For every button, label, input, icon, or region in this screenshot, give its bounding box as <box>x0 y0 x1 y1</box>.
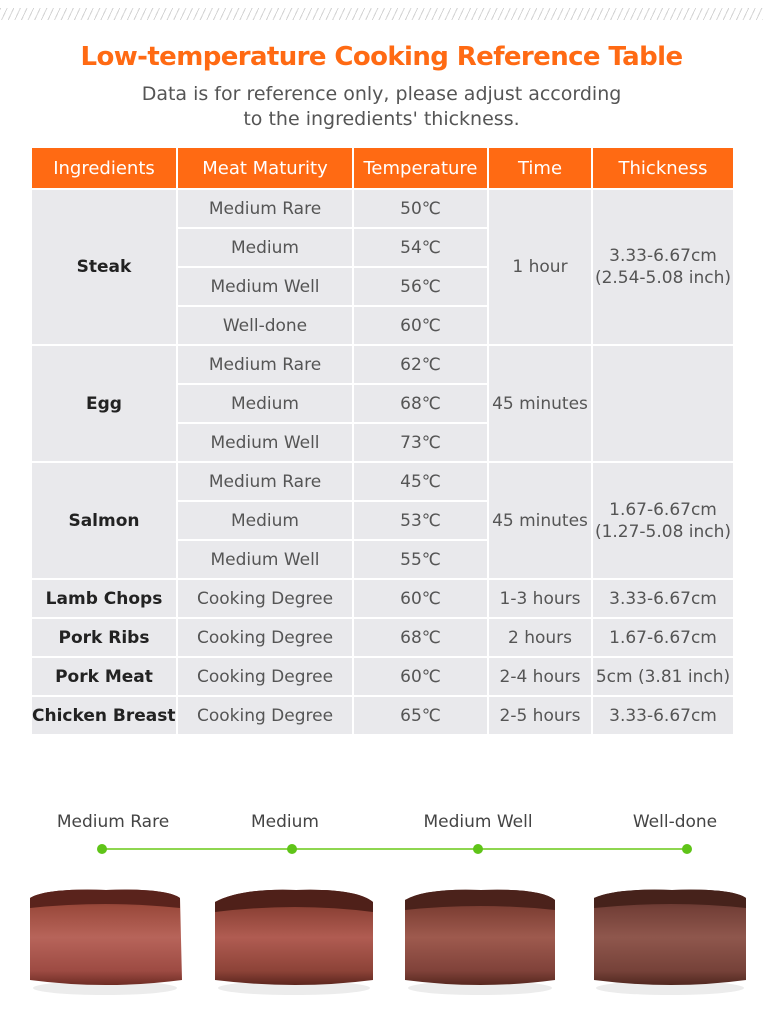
ingredient-pork-meat: Pork Meat <box>30 656 178 697</box>
table-row: Medium Well 55℃ <box>31 539 734 580</box>
time-cell: 1 hour <box>487 188 593 346</box>
scale-label-medium: Medium <box>251 812 319 832</box>
thickness-cell-empty <box>591 344 735 463</box>
thickness-line: 3.33-6.67cm <box>609 246 717 266</box>
table-row: Medium Well 56℃ <box>31 266 734 307</box>
thickness-cell: 3.33-6.67cm <box>591 578 735 619</box>
ingredient-salmon: Salmon <box>30 461 178 580</box>
column-header-time: Time <box>487 146 593 190</box>
scale-dot-medium-well <box>473 844 483 854</box>
maturity-cell: Medium <box>176 227 354 268</box>
scale-dot-well-done <box>682 844 692 854</box>
maturity-cell: Well-done <box>176 305 354 346</box>
page-subtitle: Data is for reference only, please adjus… <box>0 82 763 132</box>
temperature-cell: 60℃ <box>352 656 489 697</box>
scale-label-medium-rare: Medium Rare <box>56 812 170 832</box>
page-title: Low-temperature Cooking Reference Table <box>80 42 684 72</box>
temperature-cell: 68℃ <box>352 383 489 424</box>
scale-dot-medium-rare <box>97 844 107 854</box>
column-header-meat-maturity: Meat Maturity <box>176 146 354 190</box>
temperature-cell: 60℃ <box>352 578 489 619</box>
temperature-cell: 62℃ <box>352 344 489 385</box>
scale-label-medium-well: Medium Well <box>423 812 533 832</box>
maturity-cell: Medium <box>176 383 354 424</box>
maturity-cell: Medium <box>176 500 354 541</box>
table-row: Well-done 60℃ <box>31 305 734 346</box>
steak-medium-rare-image <box>30 889 182 995</box>
temperature-cell: 45℃ <box>352 461 489 502</box>
table-row: Pork Meat Cooking Degree 60℃ 2-4 hours 5… <box>30 656 735 697</box>
time-cell: 2-5 hours <box>487 695 593 736</box>
table-row: Medium 53℃ <box>31 500 734 541</box>
temperature-cell: 50℃ <box>352 188 489 229</box>
temperature-cell: 54℃ <box>352 227 489 268</box>
ingredient-egg: Egg <box>30 344 178 463</box>
thickness-cell: 1.67-6.67cm <box>591 617 735 658</box>
table-row: Salmon Medium Rare 45℃ 45 minutes 1.67-6… <box>30 461 735 580</box>
column-header-ingredients: Ingredients <box>30 146 178 190</box>
table-row: Medium 68℃ <box>31 383 734 424</box>
temperature-cell: 65℃ <box>352 695 489 736</box>
ingredient-pork-ribs: Pork Ribs <box>30 617 178 658</box>
maturity-cell: Medium Well <box>176 539 354 580</box>
maturity-cell: Medium Rare <box>176 188 354 229</box>
thickness-line: (1.27-5.08 inch) <box>594 521 732 542</box>
scale-label-well-done: Well-done <box>632 812 718 832</box>
maturity-cell: Medium Rare <box>176 344 354 385</box>
scale-dot-medium <box>287 844 297 854</box>
temperature-cell: 55℃ <box>352 539 489 580</box>
doneness-scale-line <box>97 844 692 854</box>
column-header-temperature: Temperature <box>352 146 489 190</box>
thickness-cell: 5cm (3.81 inch) <box>591 656 735 697</box>
temperature-cell: 53℃ <box>352 500 489 541</box>
thickness-cell: 1.67-6.67cm (1.27-5.08 inch) <box>591 461 735 580</box>
subtitle-line-2: to the ingredients' thickness. <box>243 108 520 130</box>
maturity-cell: Cooking Degree <box>176 656 354 697</box>
maturity-cell: Cooking Degree <box>176 578 354 619</box>
doneness-scale-labels: Medium Rare Medium Medium Well Well-done <box>0 812 763 838</box>
thickness-cell: 3.33-6.67cm <box>591 695 735 736</box>
maturity-cell: Medium Well <box>176 422 354 463</box>
thickness-line: (2.54-5.08 inch) <box>594 268 732 288</box>
time-cell: 45 minutes <box>487 461 593 580</box>
time-cell: 2-4 hours <box>487 656 593 697</box>
table-header-row: Ingredients Meat Maturity Temperature Ti… <box>30 146 735 190</box>
steak-doneness-images <box>0 880 763 1000</box>
steak-medium-well-image <box>405 889 555 995</box>
cooking-reference-table: Ingredients Meat Maturity Temperature Ti… <box>30 146 735 736</box>
time-cell: 2 hours <box>487 617 593 658</box>
thickness-cell: 3.33-6.67cm (2.54-5.08 inch) <box>591 188 735 346</box>
table-row: Chicken Breasts Cooking Degree 65℃ 2-5 h… <box>30 695 735 736</box>
temperature-cell: 56℃ <box>352 266 489 307</box>
table-row: Medium 54℃ <box>31 227 734 268</box>
table-row: Egg Medium Rare 62℃ 45 minutes <box>30 344 735 463</box>
table-row: Pork Ribs Cooking Degree 68℃ 2 hours 1.6… <box>30 617 735 658</box>
subtitle-line-1: Data is for reference only, please adjus… <box>141 83 622 105</box>
thickness-line: 1.67-6.67cm <box>609 499 717 520</box>
temperature-cell: 60℃ <box>352 305 489 346</box>
maturity-cell: Cooking Degree <box>176 695 354 736</box>
maturity-cell: Medium Rare <box>176 461 354 502</box>
maturity-cell: Cooking Degree <box>176 617 354 658</box>
decorative-hatch-border <box>0 8 763 20</box>
table-row: Lamb Chops Cooking Degree 60℃ 1-3 hours … <box>30 578 735 619</box>
time-cell: 1-3 hours <box>487 578 593 619</box>
table-row: Steak Medium Rare 50℃ 1 hour 3.33-6.67cm… <box>30 188 735 346</box>
table-row: Medium Well 73℃ <box>31 422 734 463</box>
temperature-cell: 73℃ <box>352 422 489 463</box>
steak-medium-image <box>215 889 373 995</box>
ingredient-steak: Steak <box>30 188 178 346</box>
ingredient-chicken-breasts: Chicken Breasts <box>30 695 178 736</box>
time-cell: 45 minutes <box>487 344 593 463</box>
maturity-cell: Medium Well <box>176 266 354 307</box>
ingredient-lamb-chops: Lamb Chops <box>30 578 178 619</box>
steak-well-done-image <box>594 889 746 995</box>
temperature-cell: 68℃ <box>352 617 489 658</box>
column-header-thickness: Thickness <box>591 146 735 190</box>
